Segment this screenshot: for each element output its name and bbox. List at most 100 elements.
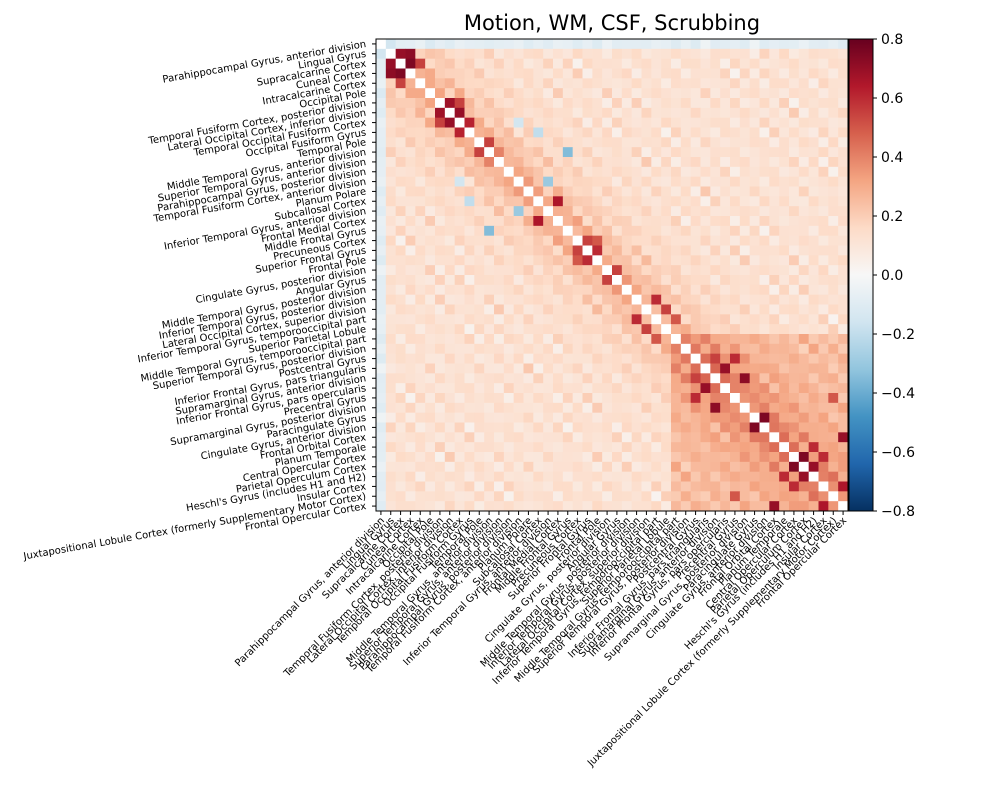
heatmap-cell	[562, 78, 574, 89]
heatmap-cell	[464, 501, 475, 512]
heatmap-cell	[376, 98, 387, 109]
heatmap-cell	[395, 353, 406, 364]
heatmap-cell	[818, 166, 829, 178]
heatmap-cell	[818, 343, 829, 355]
heatmap-cell	[562, 48, 574, 60]
heatmap-cell	[631, 157, 642, 168]
heatmap-cell	[454, 107, 465, 119]
heatmap-cell	[828, 157, 839, 168]
heatmap-cell	[503, 353, 515, 364]
heatmap-cell	[425, 137, 436, 148]
heatmap-cell	[700, 88, 711, 99]
heatmap-cell	[474, 402, 485, 414]
heatmap-cell	[720, 294, 731, 305]
heatmap-cell	[533, 373, 544, 384]
heatmap-cell	[651, 402, 662, 414]
heatmap-cell	[661, 304, 672, 315]
heatmap-cell	[739, 127, 751, 138]
heatmap-cell	[690, 225, 701, 237]
heatmap-cell	[572, 68, 583, 79]
heatmap-cell	[503, 412, 515, 423]
heatmap-cell	[838, 304, 849, 315]
heatmap-cell	[710, 334, 721, 345]
heatmap-cell	[602, 206, 613, 217]
heatmap-cell	[808, 216, 819, 227]
heatmap-cell	[710, 363, 721, 374]
heatmap-cell	[513, 39, 524, 50]
heatmap-cell	[592, 402, 603, 414]
heatmap-cell	[680, 255, 692, 266]
heatmap-cell	[582, 88, 593, 99]
heatmap-cell	[454, 491, 465, 502]
heatmap-cell	[395, 314, 406, 325]
heatmap-cell	[739, 245, 751, 256]
heatmap-cell	[454, 137, 465, 148]
heatmap-cell	[474, 412, 485, 423]
heatmap-cell	[553, 127, 564, 138]
heatmap-cell	[444, 343, 456, 355]
heatmap-cell	[582, 107, 593, 119]
heatmap-cell	[651, 235, 662, 246]
heatmap-cell	[543, 314, 554, 325]
heatmap-cell	[415, 343, 426, 355]
heatmap-cell	[513, 294, 524, 305]
heatmap-cell	[562, 294, 574, 305]
heatmap-cell	[818, 265, 829, 276]
heatmap-cell	[739, 353, 751, 364]
heatmap-cell	[798, 78, 810, 89]
heatmap-cell	[464, 265, 475, 276]
heatmap-cell	[464, 324, 475, 335]
heatmap-cell	[572, 314, 583, 325]
heatmap-cell	[553, 216, 564, 227]
heatmap-cell	[621, 265, 633, 276]
heatmap-cell	[680, 432, 692, 443]
heatmap-cell	[710, 284, 721, 296]
heatmap-cell	[385, 196, 397, 207]
heatmap-cell	[562, 412, 574, 423]
heatmap-cell	[798, 88, 810, 99]
heatmap-cell	[592, 216, 603, 227]
heatmap-cell	[631, 442, 642, 453]
heatmap-cell	[543, 147, 554, 158]
heatmap-cell	[789, 39, 800, 50]
heatmap-cell	[602, 422, 613, 433]
heatmap-cell	[395, 383, 406, 394]
heatmap-cell	[385, 402, 397, 414]
heatmap-cell	[690, 157, 701, 168]
heatmap-cell	[700, 78, 711, 89]
heatmap-cell	[454, 314, 465, 325]
heatmap-cell	[543, 353, 554, 364]
heatmap-cell	[759, 98, 770, 109]
heatmap-cell	[405, 98, 416, 109]
heatmap-cell	[789, 98, 800, 109]
heatmap-cell	[631, 235, 642, 246]
heatmap-cell	[749, 304, 760, 315]
heatmap-cell	[690, 334, 701, 345]
heatmap-cell	[779, 78, 790, 89]
heatmap-cell	[454, 48, 465, 60]
heatmap-cell	[454, 501, 465, 512]
heatmap-cell	[749, 166, 760, 178]
heatmap-cell	[661, 373, 672, 384]
heatmap-cell	[621, 314, 633, 325]
heatmap-cell	[395, 481, 406, 492]
heatmap-cell	[572, 225, 583, 237]
heatmap-cell	[435, 235, 446, 246]
heatmap-cell	[405, 284, 416, 296]
heatmap-cell	[405, 491, 416, 502]
heatmap-cell	[730, 275, 741, 286]
heatmap-cell	[474, 245, 485, 256]
heatmap-cell	[602, 334, 613, 345]
heatmap-cell	[385, 452, 397, 463]
heatmap-cell	[435, 88, 446, 99]
heatmap-cell	[621, 461, 633, 473]
heatmap-cell	[553, 491, 564, 502]
heatmap-cell	[621, 78, 633, 89]
heatmap-cell	[553, 334, 564, 345]
heatmap-cell	[484, 166, 495, 178]
heatmap-cell	[779, 196, 790, 207]
heatmap-cell	[543, 324, 554, 335]
heatmap-cell	[395, 39, 406, 50]
heatmap-cell	[582, 324, 593, 335]
heatmap-cell	[641, 452, 652, 463]
